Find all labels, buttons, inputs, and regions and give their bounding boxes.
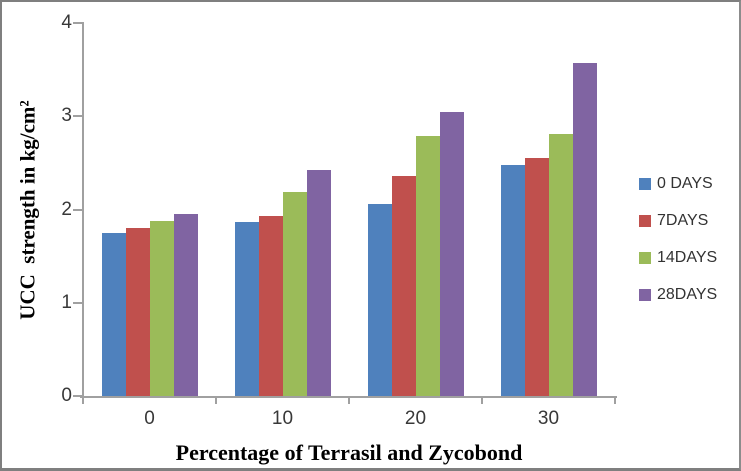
legend-item: 14DAYS <box>639 239 717 276</box>
x-category-label: 10 <box>271 408 294 429</box>
legend-item: 28DAYS <box>639 276 717 313</box>
y-tick-mark <box>73 208 82 211</box>
y-tick-mark <box>73 115 82 118</box>
y-tick-label: 3 <box>61 105 72 127</box>
bar-14days-20 <box>415 135 440 396</box>
x-category-label: 30 <box>537 408 560 429</box>
bar-14days-0 <box>149 220 174 396</box>
bar-28days-10 <box>306 170 331 396</box>
x-axis-title: Percentage of Terrasil and Zycobond <box>175 440 523 465</box>
legend-label: 28DAYS <box>657 285 718 303</box>
y-tick-label: 4 <box>61 12 72 33</box>
bar-28days-20 <box>439 111 464 396</box>
bar-7days-10 <box>258 216 283 396</box>
bar-7days-20 <box>391 175 416 396</box>
y-tick-label: 0 <box>61 385 72 406</box>
bar-group-20 <box>349 23 482 396</box>
x-axis-tick-labels: 0 10 20 30 <box>83 408 615 430</box>
legend-item: 0 DAYS <box>639 165 717 202</box>
legend-label: 7DAYS <box>657 211 709 229</box>
bar-7days-0 <box>125 228 150 396</box>
y-tick-label: 1 <box>61 291 72 313</box>
x-category-label: 0 <box>144 408 155 429</box>
x-tick-mark <box>614 398 616 404</box>
bar-0days-10 <box>234 221 259 396</box>
legend-swatch-icon <box>639 288 651 301</box>
x-tick-mark <box>82 398 84 404</box>
y-tick-mark <box>73 301 82 304</box>
bar-28days-30 <box>572 63 597 396</box>
y-axis-line <box>82 22 84 398</box>
legend-item: 7DAYS <box>639 202 717 239</box>
bar-group-30 <box>482 23 615 396</box>
legend-label: 0 DAYS <box>657 174 713 192</box>
bar-0days-0 <box>101 232 126 396</box>
x-axis-line <box>80 396 617 398</box>
legend-swatch-icon <box>639 177 651 190</box>
bar-group-0 <box>83 23 216 396</box>
bar-group-10 <box>216 23 349 396</box>
bar-7days-30 <box>524 158 549 396</box>
bar-14days-30 <box>548 133 573 396</box>
x-category-label: 20 <box>404 408 427 429</box>
bar-0days-20 <box>367 203 392 396</box>
bar-14days-10 <box>282 191 307 396</box>
y-tick-label: 2 <box>61 198 72 220</box>
legend-label: 14DAYS <box>657 248 718 266</box>
y-tick-mark <box>73 395 82 397</box>
bar-28days-0 <box>173 214 198 396</box>
y-tick-mark <box>73 22 82 24</box>
x-tick-mark <box>215 398 217 404</box>
x-tick-mark <box>348 398 350 404</box>
plot-area <box>83 23 615 396</box>
legend-swatch-icon <box>639 251 651 264</box>
x-tick-mark <box>481 398 483 404</box>
bar-0days-30 <box>500 164 525 396</box>
legend-swatch-icon <box>639 214 651 227</box>
legend: 0 DAYS 7DAYS 14DAYS 28DAYS <box>639 165 717 313</box>
